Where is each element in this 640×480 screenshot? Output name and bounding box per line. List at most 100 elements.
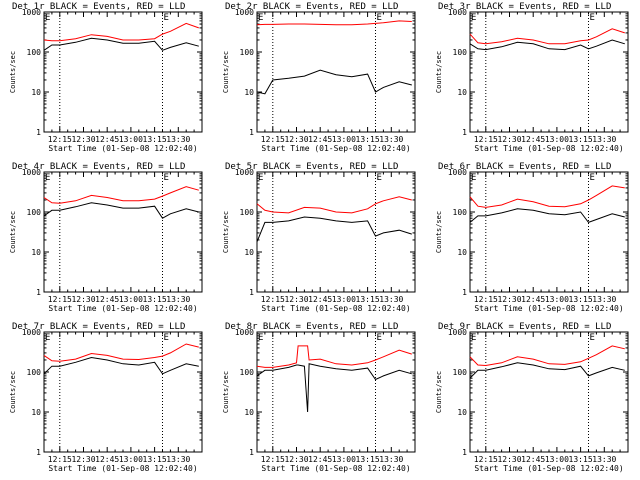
x-tick-label: 12:15: [474, 295, 498, 304]
y-tick-label: 10: [31, 248, 41, 257]
x-tick-label: 13:00: [545, 455, 569, 464]
x-tick-label: 12:30: [71, 135, 95, 144]
y-axis-label: Counts/sec: [435, 371, 443, 413]
x-tick-label: 13:00: [119, 455, 143, 464]
x-tick-label: 13:15: [356, 295, 380, 304]
x-tick-label: 12:45: [521, 455, 545, 464]
x-tick-label: 13:30: [166, 135, 190, 144]
panel-3: Det 3r BLACK = Events, RED = LLD 1 10 100 10…: [435, 2, 629, 153]
y-tick-label: 1000: [22, 328, 41, 337]
x-tick-label: 13:00: [545, 295, 569, 304]
x-tick-label: 12:15: [474, 455, 498, 464]
e-marker-label: E: [45, 13, 50, 23]
x-tick-label: 13:15: [569, 295, 593, 304]
e-marker-label: E: [471, 13, 476, 23]
y-axis-label: Counts/sec: [9, 371, 17, 413]
panel-title: Det 2r BLACK = Events, RED = LLD: [225, 2, 398, 12]
events-series-line: [256, 69, 412, 95]
e-marker-label: E: [471, 173, 476, 183]
y-tick-label: 10: [244, 408, 254, 417]
panel-5: Det 5r BLACK = Events, RED = LLD 1 10 100 10…: [222, 162, 416, 313]
x-tick-label: 12:45: [95, 295, 119, 304]
plot-frame: [256, 331, 416, 453]
x-tick-label: 13:15: [143, 135, 167, 144]
y-axis-label: Counts/sec: [9, 51, 17, 93]
e-marker-label: E: [258, 173, 263, 183]
y-tick-label: 1: [462, 288, 467, 297]
lld-series-line: [469, 185, 625, 208]
x-tick-label: 12:30: [71, 295, 95, 304]
x-tick-label: 12:15: [261, 135, 285, 144]
panel-title: Det 8r BLACK = Events, RED = LLD: [225, 322, 398, 332]
x-axis-label: Start Time (01-Sep-08 12:02:40): [261, 144, 410, 153]
e-marker-label: E: [164, 13, 169, 23]
x-tick-label: 12:30: [284, 455, 308, 464]
y-tick-label: 10: [244, 88, 254, 97]
e-marker-label: E: [377, 173, 382, 183]
x-tick-label: 12:30: [497, 295, 521, 304]
x-tick-label: 12:30: [497, 455, 521, 464]
x-tick-label: 12:45: [308, 135, 332, 144]
x-tick-label: 13:30: [592, 455, 616, 464]
y-tick-label: 1000: [235, 168, 254, 177]
y-axis-label: Counts/sec: [222, 371, 230, 413]
e-marker-label: E: [164, 333, 169, 343]
x-tick-label: 13:15: [356, 455, 380, 464]
y-tick-label: 10: [244, 248, 254, 257]
plot-frame: [256, 11, 416, 133]
x-tick-label: 13:30: [379, 135, 403, 144]
e-marker-label: E: [471, 333, 476, 343]
y-tick-label: 100: [27, 368, 42, 377]
x-tick-label: 12:15: [261, 455, 285, 464]
panel-1: Det 1r BLACK = Events, RED = LLD 1 10 100 10…: [9, 2, 203, 153]
e-marker-label: E: [164, 173, 169, 183]
lld-series-line: [469, 345, 625, 367]
x-tick-label: 12:45: [521, 295, 545, 304]
y-tick-label: 10: [457, 88, 467, 97]
x-tick-label: 12:15: [474, 135, 498, 144]
panel-title: Det 5r BLACK = Events, RED = LLD: [225, 162, 398, 172]
panel-title: Det 1r BLACK = Events, RED = LLD: [12, 2, 185, 12]
panel-2: Det 2r BLACK = Events, RED = LLD 1 10 100 10…: [222, 2, 416, 153]
x-axis-label: Start Time (01-Sep-08 12:02:40): [474, 464, 623, 473]
x-tick-label: 13:15: [569, 135, 593, 144]
y-tick-label: 1000: [22, 168, 41, 177]
y-tick-label: 1000: [235, 8, 254, 17]
lld-series-line: [469, 28, 625, 45]
y-tick-label: 100: [240, 48, 255, 57]
x-tick-label: 12:45: [308, 455, 332, 464]
y-axis-label: Counts/sec: [435, 51, 443, 93]
y-axis-label: Counts/sec: [222, 211, 230, 253]
lld-series-line: [43, 186, 199, 204]
events-series-line: [469, 208, 625, 223]
x-tick-label: 12:15: [48, 455, 72, 464]
x-axis-label: Start Time (01-Sep-08 12:02:40): [261, 304, 410, 313]
x-tick-label: 12:45: [521, 135, 545, 144]
plot-frame: [469, 11, 629, 133]
y-tick-label: 1: [249, 288, 254, 297]
y-tick-label: 100: [240, 208, 255, 217]
e-marker-label: E: [590, 13, 595, 23]
panel-9: Det 9r BLACK = Events, RED = LLD 1 10 100 10…: [435, 322, 629, 473]
y-tick-label: 1000: [22, 8, 41, 17]
panel-8: Det 8r BLACK = Events, RED = LLD 1 10 100 10…: [222, 322, 416, 473]
e-marker-label: E: [258, 13, 263, 23]
plot-frame: [43, 331, 203, 453]
x-tick-label: 12:15: [261, 295, 285, 304]
y-tick-label: 10: [457, 248, 467, 257]
lld-series-line: [256, 20, 412, 26]
e-marker-label: E: [45, 173, 50, 183]
y-tick-label: 1: [462, 448, 467, 457]
panel-title: Det 4r BLACK = Events, RED = LLD: [12, 162, 185, 172]
x-tick-label: 12:30: [497, 135, 521, 144]
events-series-line: [469, 39, 625, 51]
y-tick-label: 10: [31, 408, 41, 417]
x-tick-label: 13:00: [332, 295, 356, 304]
y-tick-label: 100: [453, 368, 468, 377]
x-axis-label: Start Time (01-Sep-08 12:02:40): [48, 144, 197, 153]
y-tick-label: 1000: [448, 168, 467, 177]
x-axis-label: Start Time (01-Sep-08 12:02:40): [48, 304, 197, 313]
lld-series-line: [256, 196, 412, 214]
events-series-line: [256, 363, 412, 413]
y-tick-label: 1000: [448, 328, 467, 337]
